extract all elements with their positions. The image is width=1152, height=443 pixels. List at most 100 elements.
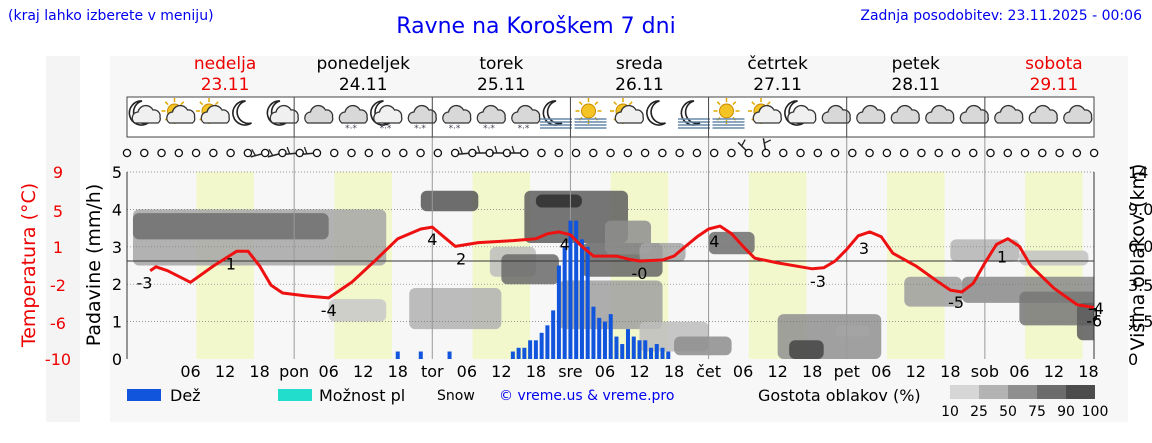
sun-ray (613, 101, 618, 106)
cloud-icon (1063, 104, 1093, 124)
temperature-label: 2 (456, 249, 466, 268)
day-name: torek (479, 54, 523, 74)
sun-ray (180, 101, 185, 106)
day-name: nedelja (194, 54, 256, 74)
cloud-icon (856, 104, 886, 124)
wind-calm-marker (848, 148, 857, 158)
wind-calm-marker (226, 148, 235, 158)
temperature-label: 4 (427, 230, 437, 249)
rain-bar (637, 340, 642, 359)
snow-icon: *·* (483, 124, 495, 134)
precip-tick: 0 (112, 350, 122, 369)
wind-calm-marker (796, 148, 805, 158)
wind-calm-marker (347, 148, 356, 158)
day-tick-label: sob (971, 362, 999, 381)
precip-axis-title: Padavine (mm/h) (83, 184, 105, 347)
cloud-icon (269, 104, 299, 124)
hour-tick-label: 12 (1044, 362, 1064, 381)
cloud-icon (925, 104, 955, 124)
cloud-density-layer (132, 190, 1094, 359)
temperature-label: 1 (1091, 305, 1101, 324)
wind-calm-marker (899, 148, 909, 158)
wind-calm-marker (519, 148, 529, 158)
cloud-height-tick: 14 (1128, 163, 1148, 182)
precip-tick: 5 (112, 163, 122, 182)
temperature-tick: -2 (50, 276, 66, 295)
cloud-icon (442, 104, 472, 124)
rain-bar (551, 310, 556, 359)
wind-calm-marker (589, 148, 598, 158)
cloud-icon (959, 104, 989, 124)
temperature-label: 4 (560, 235, 570, 254)
cloud-density-swatch (979, 385, 1008, 399)
wind-calm-marker (122, 148, 132, 158)
cloud-density-tick: 90 (1057, 404, 1075, 420)
wind-calm-marker (243, 148, 253, 158)
wind-calm-marker (1089, 148, 1099, 158)
day-name: sobota (1025, 54, 1083, 74)
temperature-tick: 5 (53, 202, 63, 221)
hour-tick-label: 06 (871, 362, 891, 381)
temperature-label: -3 (137, 274, 153, 293)
sun-ray (732, 101, 737, 106)
wind-calm-marker (140, 148, 149, 158)
wind-calm-marker (1072, 148, 1082, 158)
snow-icon: *·* (414, 124, 426, 134)
temperature-label: 1 (226, 254, 236, 273)
sun-ray (214, 101, 219, 106)
sun-ray (199, 101, 204, 106)
rain-bar (608, 314, 613, 359)
hour-tick-label: 18 (249, 362, 269, 381)
wind-barb-flag (286, 146, 291, 155)
cloud-icon (787, 104, 817, 124)
temperature-label: -4 (1088, 299, 1104, 318)
region-note[interactable]: (kraj lahko izberete v meniju) (8, 8, 214, 24)
rain-bar (510, 351, 515, 359)
legend-rain-label: Dež (170, 386, 201, 405)
wind-barb-flag (741, 139, 746, 147)
hour-tick-label: 12 (353, 362, 373, 381)
cloud-height-axis-title: Višina oblakov (km) (1127, 164, 1149, 351)
wind-calm-marker (260, 148, 270, 158)
rain-bar (545, 325, 550, 359)
rain-bar (522, 347, 527, 359)
hour-tick-label: 06 (595, 362, 615, 381)
wind-calm-marker (986, 148, 995, 158)
cloud-icon (200, 104, 230, 124)
rain-bar (528, 340, 533, 359)
temperature-label: 1 (997, 248, 1007, 267)
legend-maybe-rain-swatch (278, 389, 312, 401)
rain-bar (579, 239, 584, 359)
snow-icon: *·* (518, 124, 530, 134)
cloud-density-swatch (1008, 385, 1037, 399)
temperature-line (149, 224, 1094, 310)
precip-tick: 2 (112, 275, 122, 294)
credit-link[interactable]: © vreme.us & vreme.pro (499, 388, 675, 404)
hour-tick-label: 18 (1078, 362, 1098, 381)
sun-icon (719, 103, 734, 119)
cloud-icon (821, 104, 851, 124)
cloud-icon (1028, 104, 1058, 124)
day-date: 25.11 (477, 75, 526, 95)
cloud-density-tick: 100 (1082, 404, 1109, 420)
cloud-area (835, 325, 870, 337)
day-date: 29.11 (1030, 75, 1079, 95)
cloud-area (1019, 250, 1089, 266)
rain-bar (597, 317, 602, 359)
wind-barb-flag (763, 139, 772, 144)
rain-bar (620, 344, 625, 359)
cloud-height-tick: 6.0 (1128, 237, 1152, 256)
rain-bar (568, 220, 573, 359)
hour-tick-label: 12 (215, 362, 235, 381)
cloud-icon (994, 104, 1024, 124)
cloud-density-swatch (1066, 385, 1095, 399)
day-date: 27.11 (753, 75, 802, 95)
legend-snow-label: Snow (437, 388, 475, 404)
hour-tick-label: 18 (664, 362, 684, 381)
wind-calm-marker (295, 148, 304, 158)
cloud-icon (752, 104, 782, 124)
rain-bar (591, 306, 596, 359)
rain-bar (666, 351, 671, 359)
wind-barb-flag (268, 149, 274, 156)
temperature-label: 4 (709, 232, 719, 251)
